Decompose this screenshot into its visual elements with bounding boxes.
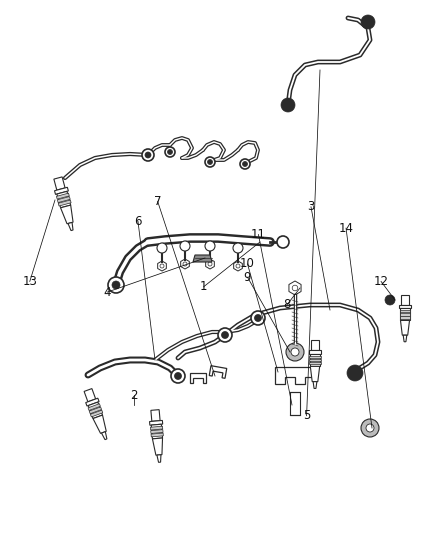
Polygon shape — [233, 261, 242, 271]
Polygon shape — [309, 359, 321, 361]
Circle shape — [243, 161, 247, 166]
Circle shape — [292, 285, 298, 291]
Polygon shape — [275, 367, 315, 384]
Polygon shape — [403, 335, 407, 342]
Polygon shape — [193, 255, 212, 262]
Text: 9: 9 — [244, 271, 251, 284]
Polygon shape — [88, 403, 100, 410]
Text: 10: 10 — [240, 257, 255, 270]
Polygon shape — [401, 295, 409, 305]
Text: 13: 13 — [22, 275, 37, 288]
Circle shape — [205, 157, 215, 167]
Circle shape — [174, 373, 181, 379]
Polygon shape — [89, 407, 102, 414]
Polygon shape — [399, 313, 410, 316]
Circle shape — [236, 264, 240, 268]
Circle shape — [205, 241, 215, 251]
Polygon shape — [84, 389, 95, 402]
Polygon shape — [151, 433, 163, 437]
Polygon shape — [88, 402, 102, 418]
Circle shape — [208, 159, 212, 165]
Polygon shape — [190, 373, 206, 383]
Polygon shape — [399, 305, 411, 308]
Polygon shape — [399, 316, 410, 319]
Polygon shape — [311, 340, 319, 350]
Text: 7: 7 — [154, 195, 162, 208]
Circle shape — [254, 314, 261, 321]
Circle shape — [347, 365, 363, 381]
Polygon shape — [158, 261, 166, 271]
Text: 5: 5 — [303, 409, 310, 422]
Circle shape — [251, 311, 265, 325]
Text: 11: 11 — [251, 228, 266, 241]
Circle shape — [240, 159, 250, 169]
Circle shape — [366, 424, 374, 432]
Text: 14: 14 — [339, 222, 353, 235]
Polygon shape — [60, 205, 73, 224]
Text: 12: 12 — [374, 275, 389, 288]
Polygon shape — [150, 426, 163, 430]
Polygon shape — [399, 310, 410, 312]
Polygon shape — [86, 398, 99, 406]
Polygon shape — [151, 410, 160, 422]
Polygon shape — [68, 222, 73, 231]
Circle shape — [183, 262, 187, 266]
Polygon shape — [290, 392, 300, 415]
Polygon shape — [151, 424, 162, 439]
Polygon shape — [157, 455, 161, 462]
Polygon shape — [206, 259, 214, 269]
Text: 3: 3 — [307, 200, 314, 213]
Polygon shape — [149, 421, 162, 425]
Circle shape — [160, 264, 164, 268]
Circle shape — [108, 277, 124, 293]
Circle shape — [112, 281, 120, 289]
Circle shape — [291, 348, 299, 356]
Circle shape — [218, 328, 232, 342]
Circle shape — [277, 236, 289, 248]
Polygon shape — [152, 438, 162, 455]
Polygon shape — [57, 197, 70, 203]
Polygon shape — [58, 200, 71, 206]
Polygon shape — [313, 382, 317, 389]
Polygon shape — [54, 187, 68, 195]
Polygon shape — [102, 432, 107, 440]
Circle shape — [171, 369, 185, 383]
Polygon shape — [311, 366, 320, 382]
Polygon shape — [400, 308, 410, 320]
Polygon shape — [180, 259, 189, 269]
Text: 1: 1 — [200, 280, 208, 293]
Circle shape — [233, 243, 243, 253]
Circle shape — [157, 243, 167, 253]
Polygon shape — [289, 281, 301, 295]
Polygon shape — [309, 350, 321, 353]
Text: 4: 4 — [103, 286, 111, 298]
Circle shape — [222, 332, 229, 338]
Polygon shape — [57, 191, 71, 208]
Circle shape — [385, 295, 395, 305]
Circle shape — [286, 343, 304, 361]
Polygon shape — [93, 415, 106, 433]
Circle shape — [145, 152, 151, 158]
Polygon shape — [90, 410, 103, 417]
Polygon shape — [151, 430, 163, 433]
Circle shape — [208, 262, 212, 266]
Polygon shape — [309, 356, 321, 358]
Circle shape — [180, 241, 190, 251]
Circle shape — [281, 98, 295, 112]
Circle shape — [361, 419, 379, 437]
Polygon shape — [309, 362, 321, 365]
Text: 8: 8 — [283, 298, 290, 311]
Polygon shape — [209, 366, 227, 378]
Text: 2: 2 — [130, 389, 138, 402]
Polygon shape — [57, 193, 69, 199]
Text: 6: 6 — [134, 215, 142, 228]
Circle shape — [165, 147, 175, 157]
Circle shape — [142, 149, 154, 161]
Polygon shape — [311, 353, 320, 366]
Circle shape — [361, 15, 375, 29]
Circle shape — [167, 149, 173, 155]
Polygon shape — [400, 320, 410, 335]
Polygon shape — [54, 177, 65, 190]
